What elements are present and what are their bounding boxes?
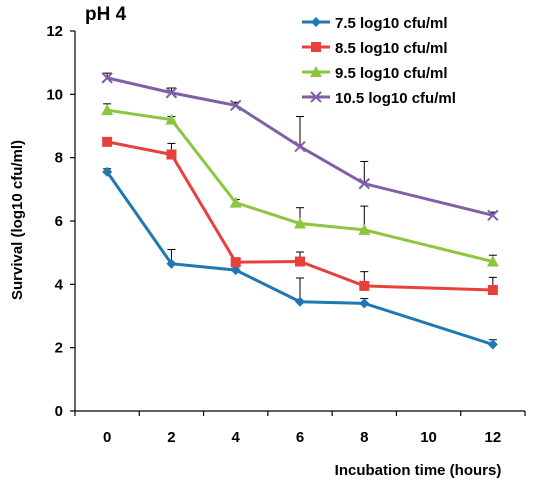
legend-item: 7.5 log10 cfu/ml xyxy=(302,15,448,32)
marker-diamond xyxy=(230,265,241,276)
marker-triangle xyxy=(358,223,371,235)
series-layer xyxy=(101,72,499,350)
marker-triangle xyxy=(101,104,114,116)
y-axis-label: Survival (log10 cfu/ml) xyxy=(9,140,26,300)
legend-item: 9.5 log10 cfu/ml xyxy=(302,65,448,82)
x-tick-label: 4 xyxy=(232,429,241,446)
series-3 xyxy=(101,103,499,267)
marker-diamond xyxy=(359,298,370,309)
marker-square xyxy=(359,280,370,291)
y-tick-label: 8 xyxy=(55,150,63,167)
marker-x xyxy=(101,72,113,84)
legend-label: 9.5 log10 cfu/ml xyxy=(335,65,448,82)
marker-x xyxy=(310,91,322,103)
x-tick-label: 6 xyxy=(296,429,304,446)
marker-diamond xyxy=(311,17,321,27)
marker-triangle xyxy=(229,196,242,208)
marker-square xyxy=(166,149,177,160)
legend-item: 8.5 log10 cfu/ml xyxy=(302,40,448,57)
marker-square xyxy=(102,136,113,147)
x-tick-label: 12 xyxy=(485,429,502,446)
marker-square xyxy=(230,257,241,268)
x-axis-label: Incubation time (hours) xyxy=(335,462,502,479)
marker-triangle xyxy=(486,255,499,267)
marker-x xyxy=(487,209,499,222)
marker-diamond xyxy=(102,166,113,177)
legend-label: 8.5 log10 cfu/ml xyxy=(335,40,448,57)
marker-square xyxy=(311,42,321,52)
y-tick-label: 4 xyxy=(55,276,64,293)
marker-square xyxy=(295,256,305,267)
x-tick-label: 10 xyxy=(420,429,437,446)
series-line xyxy=(106,140,493,292)
marker-x xyxy=(165,87,178,99)
marker-x xyxy=(230,99,242,112)
legend: 7.5 log10 cfu/ml 8.5 log10 cfu/ml 9.5 log1… xyxy=(302,15,456,107)
x-tick-label: 8 xyxy=(360,429,368,446)
y-tick-label: 12 xyxy=(46,23,63,40)
marker-diamond xyxy=(295,296,305,307)
series-4 xyxy=(101,72,499,222)
marker-square xyxy=(487,285,498,296)
legend-label: 7.5 log10 cfu/ml xyxy=(335,15,448,32)
x-tick-label: 2 xyxy=(167,429,175,446)
series-line xyxy=(106,108,494,263)
marker-triangle xyxy=(310,66,322,77)
legend-label: 10.5 log10 cfu/ml xyxy=(335,90,456,107)
x-tick-label: 0 xyxy=(103,429,111,446)
series-line xyxy=(106,76,494,217)
marker-diamond xyxy=(487,339,498,350)
chart-title: pH 4 xyxy=(85,4,127,25)
legend-item: 10.5 log10 cfu/ml xyxy=(302,90,456,107)
y-tick-label: 2 xyxy=(55,340,63,357)
series-line xyxy=(105,171,494,346)
series-2 xyxy=(102,136,498,296)
y-tick-label: 0 xyxy=(55,403,63,420)
marker-triangle xyxy=(294,217,306,229)
marker-x xyxy=(358,177,370,190)
y-tick-label: 6 xyxy=(55,213,63,230)
marker-triangle xyxy=(165,113,178,125)
marker-x xyxy=(294,140,306,153)
axes: 0 2 4 6 8 10 12 0 2 4 6 8 10 12 xyxy=(46,23,526,446)
y-tick-label: 10 xyxy=(46,86,63,103)
marker-diamond xyxy=(166,258,177,269)
